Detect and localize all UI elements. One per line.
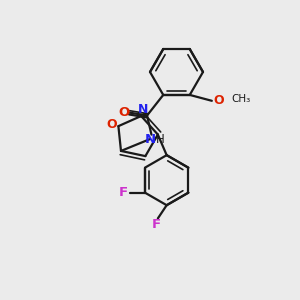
Text: CH₃: CH₃ — [231, 94, 250, 104]
Text: N: N — [137, 103, 148, 116]
Text: O: O — [213, 94, 224, 107]
Text: O: O — [118, 106, 130, 119]
Text: F: F — [152, 218, 161, 231]
Text: O: O — [106, 118, 117, 131]
Text: H: H — [156, 133, 165, 146]
Text: F: F — [119, 186, 128, 199]
Text: N: N — [144, 133, 156, 146]
